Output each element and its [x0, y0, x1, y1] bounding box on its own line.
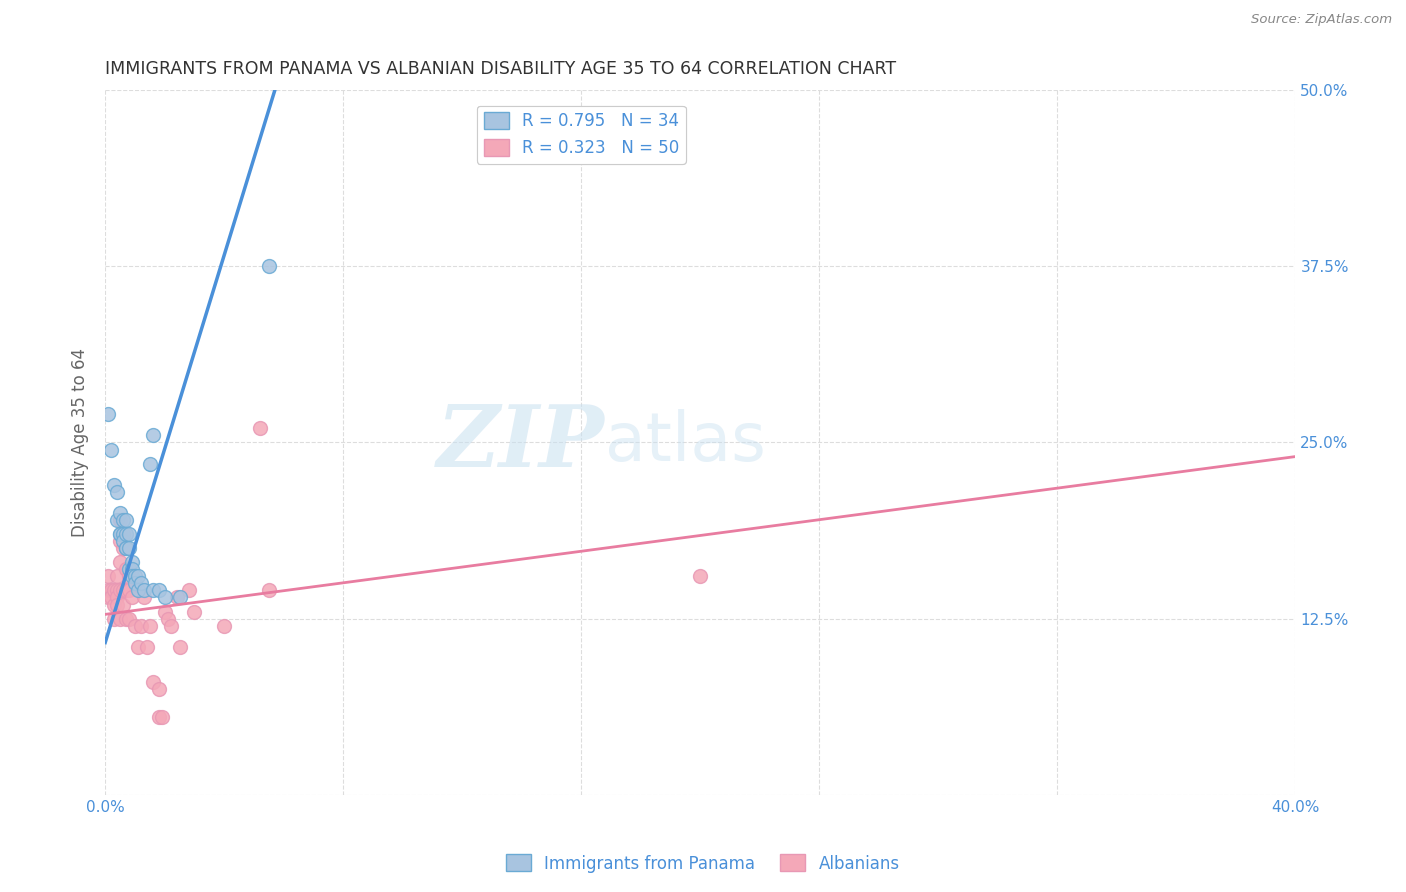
Point	[127, 583, 149, 598]
Point	[112, 527, 135, 541]
Point	[139, 618, 162, 632]
Text: IMMIGRANTS FROM PANAMA VS ALBANIAN DISABILITY AGE 35 TO 64 CORRELATION CHART: IMMIGRANTS FROM PANAMA VS ALBANIAN DISAB…	[105, 60, 897, 78]
Point	[148, 583, 170, 598]
Point	[108, 583, 131, 598]
Point	[118, 562, 141, 576]
Point	[112, 527, 135, 541]
Point	[124, 576, 146, 591]
Point	[105, 513, 128, 527]
Point	[112, 534, 135, 549]
Point	[132, 583, 155, 598]
Point	[121, 569, 143, 583]
Point	[121, 562, 143, 576]
Point	[115, 541, 138, 556]
Point	[148, 710, 170, 724]
Point	[127, 569, 149, 583]
Point	[135, 640, 157, 654]
Legend: R = 0.795   N = 34, R = 0.323   N = 50: R = 0.795 N = 34, R = 0.323 N = 50	[477, 105, 686, 163]
Point	[129, 618, 152, 632]
Point	[139, 457, 162, 471]
Point	[115, 541, 138, 556]
Point	[97, 569, 120, 583]
Point	[105, 598, 128, 612]
Point	[132, 591, 155, 605]
Point	[212, 618, 235, 632]
Point	[153, 591, 176, 605]
Point	[148, 681, 170, 696]
Point	[118, 583, 141, 598]
Point	[129, 576, 152, 591]
Point	[142, 428, 165, 442]
Point	[156, 611, 179, 625]
Point	[97, 407, 120, 421]
Point	[103, 583, 125, 598]
Point	[115, 611, 138, 625]
Point	[115, 513, 138, 527]
Point	[112, 598, 135, 612]
Point	[100, 583, 122, 598]
Point	[150, 710, 173, 724]
Point	[166, 591, 188, 605]
Point	[105, 583, 128, 598]
Point	[257, 583, 280, 598]
Point	[153, 605, 176, 619]
Point	[121, 555, 143, 569]
Point	[97, 583, 120, 598]
Point	[118, 569, 141, 583]
Point	[689, 569, 711, 583]
Point	[183, 605, 205, 619]
Point	[108, 611, 131, 625]
Point	[169, 591, 191, 605]
Point	[105, 484, 128, 499]
Point	[100, 442, 122, 457]
Point	[142, 675, 165, 690]
Point	[103, 598, 125, 612]
Point	[177, 583, 200, 598]
Point	[103, 477, 125, 491]
Point	[115, 527, 138, 541]
Text: atlas: atlas	[605, 409, 766, 475]
Point	[103, 611, 125, 625]
Point	[105, 591, 128, 605]
Point	[108, 513, 131, 527]
Point	[249, 421, 271, 435]
Point	[257, 260, 280, 274]
Point	[108, 527, 131, 541]
Point	[127, 640, 149, 654]
Point	[124, 618, 146, 632]
Point	[115, 562, 138, 576]
Point	[105, 569, 128, 583]
Text: ZIP: ZIP	[437, 401, 605, 484]
Point	[142, 583, 165, 598]
Y-axis label: Disability Age 35 to 64: Disability Age 35 to 64	[72, 348, 89, 537]
Point	[108, 506, 131, 520]
Point	[112, 513, 135, 527]
Point	[159, 618, 181, 632]
Point	[112, 583, 135, 598]
Point	[121, 591, 143, 605]
Point	[108, 534, 131, 549]
Point	[108, 555, 131, 569]
Point	[97, 591, 120, 605]
Point	[112, 541, 135, 556]
Point	[100, 591, 122, 605]
Point	[124, 569, 146, 583]
Point	[115, 541, 138, 556]
Legend: Immigrants from Panama, Albanians: Immigrants from Panama, Albanians	[499, 847, 907, 880]
Point	[118, 527, 141, 541]
Text: Source: ZipAtlas.com: Source: ZipAtlas.com	[1251, 13, 1392, 27]
Point	[169, 640, 191, 654]
Point	[118, 541, 141, 556]
Point	[118, 611, 141, 625]
Point	[115, 583, 138, 598]
Point	[108, 527, 131, 541]
